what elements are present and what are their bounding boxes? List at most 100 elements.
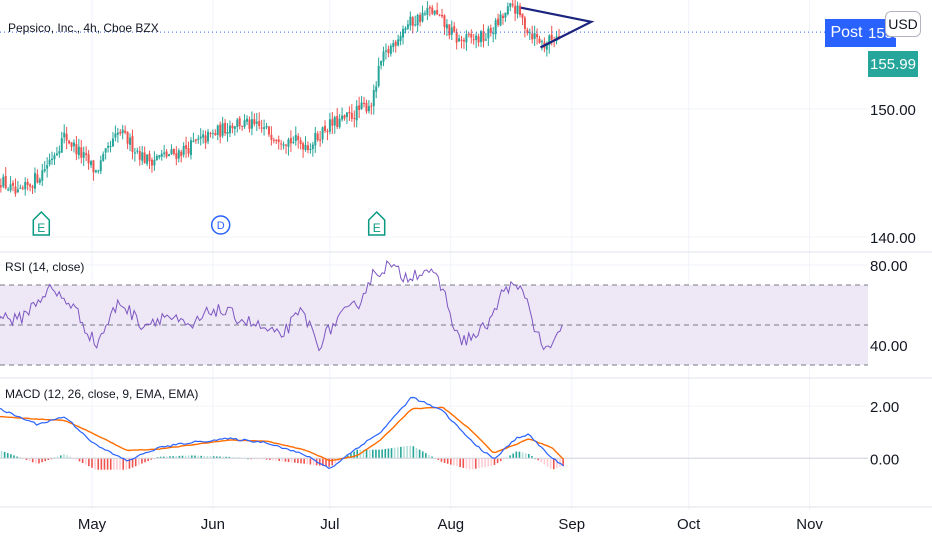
candle-body (177, 150, 180, 159)
candle-body (243, 120, 246, 127)
candle-body (102, 153, 105, 161)
macd-histogram-bar (184, 455, 187, 459)
candle-body (75, 144, 78, 155)
macd-histogram-bar (10, 454, 12, 459)
candle-body (419, 14, 422, 23)
candle-body (492, 32, 495, 34)
macd-label[interactable]: MACD (12, 26, close, 9, EMA, EMA) (5, 387, 199, 401)
rsi-label[interactable]: RSI (14, close) (5, 260, 85, 274)
currency-button[interactable]: USD (885, 11, 921, 37)
macd-histogram-bar (169, 456, 171, 459)
candle-body (7, 189, 10, 191)
candle-body (228, 125, 231, 134)
candle-body (433, 10, 436, 15)
candle-body (253, 119, 256, 125)
candle-body (136, 150, 139, 152)
candle-body (248, 119, 251, 129)
candle-body (355, 106, 358, 121)
macd-histogram-bar (312, 458, 315, 465)
candle-body (111, 138, 114, 147)
candle-body (482, 31, 485, 42)
candle-body (421, 12, 424, 22)
macd-histogram-bar (487, 458, 490, 467)
macd-line (0, 396, 564, 469)
candle-body (126, 131, 129, 144)
grid (0, 0, 932, 510)
candle-body (114, 133, 117, 138)
candle-body (187, 148, 190, 154)
macd-histogram-bar (300, 458, 302, 464)
candle-body (4, 175, 7, 189)
candle-body (77, 146, 80, 156)
candle-body (263, 127, 266, 129)
signal-line (0, 406, 564, 462)
candle-body (331, 119, 334, 126)
macd-histogram-bar (425, 453, 427, 459)
candle-body (38, 179, 41, 183)
macd-histogram-bar (450, 458, 452, 465)
earnings-marker: E (32, 210, 51, 236)
time-axis-tick: Oct (677, 516, 701, 533)
candle-body (436, 9, 439, 15)
candle-body (99, 160, 102, 172)
candle-body (392, 43, 395, 48)
macd-histogram-bar (209, 456, 212, 459)
candle-body (516, 5, 519, 15)
macd-histogram-bar (490, 458, 493, 466)
candle-body (236, 119, 239, 128)
candle-body (314, 132, 317, 146)
candle-body (150, 159, 153, 166)
macd-histogram-bar (56, 456, 59, 459)
macd-histogram-bar (306, 458, 309, 465)
candle-body (55, 153, 58, 156)
candle-body (90, 161, 93, 165)
candle-body (158, 155, 161, 158)
candle-body (168, 154, 171, 156)
macd-histogram-bar (60, 455, 62, 459)
macd-histogram-bar (409, 445, 412, 459)
candle-body (523, 17, 526, 29)
candle-body (94, 170, 97, 173)
candle-body (519, 5, 522, 16)
candle-body (258, 121, 261, 127)
macd-histogram-bar (499, 458, 502, 462)
macd-histogram-bar (141, 458, 143, 464)
macd-histogram-bar (515, 451, 518, 459)
macd-histogram-bar (290, 458, 293, 463)
macd-histogram-bar (325, 458, 327, 467)
macd-histogram-bar (100, 458, 103, 470)
macd-histogram-bar (44, 458, 46, 462)
candle-body (389, 45, 392, 54)
candle-body (275, 139, 278, 141)
time-axis-tick: Jun (201, 516, 225, 533)
candle-body (282, 144, 285, 146)
candle-body (441, 14, 444, 17)
macd-histogram-bar (206, 456, 209, 459)
rsi-series (0, 259, 563, 352)
candle-body (533, 33, 536, 39)
macd-histogram-bar (166, 456, 168, 459)
candle-body (12, 182, 15, 186)
candle-body (238, 118, 241, 127)
candle-body (348, 111, 351, 114)
candle-body (472, 39, 475, 41)
macd-histogram-bar (543, 458, 546, 465)
macd-histogram-bar (471, 458, 474, 470)
candle-body (365, 102, 368, 112)
macd-histogram-bar (175, 456, 178, 459)
macd-histogram-bar (134, 458, 137, 467)
symbol-title[interactable]: Pepsico, Inc., 4h, Cboe BZX (8, 21, 159, 35)
candle-body (141, 152, 144, 161)
candle-body (202, 134, 205, 138)
macd-histogram-bar (387, 448, 390, 459)
candle-body (375, 86, 378, 92)
macd-histogram-bar (390, 448, 393, 459)
macd-histogram-bar (431, 456, 433, 459)
candle-body (270, 134, 273, 140)
macd-histogram-bar (191, 455, 193, 459)
macd-histogram-bar (481, 458, 483, 468)
macd-histogram-bar (272, 458, 274, 461)
candle-body (460, 39, 463, 41)
macd-histogram-bar (556, 458, 558, 469)
